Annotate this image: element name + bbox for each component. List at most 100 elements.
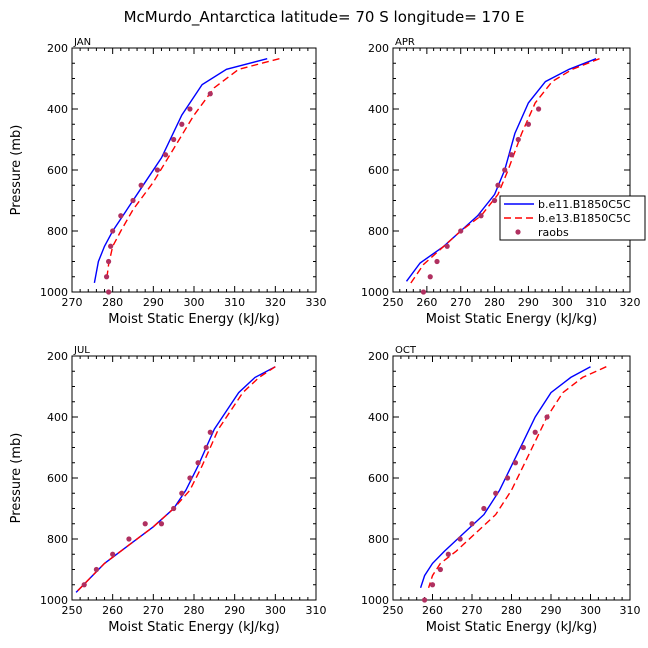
raobs-point <box>458 228 464 234</box>
y-tick-label: 600 <box>368 472 389 485</box>
x-tick-label: 300 <box>552 296 573 309</box>
raobs-point <box>427 274 433 280</box>
raobs-point <box>154 167 160 173</box>
y-tick-label: 1000 <box>40 594 68 607</box>
series-line <box>419 366 591 589</box>
x-tick-label: 270 <box>462 604 483 617</box>
raobs-point <box>478 213 484 219</box>
y-tick-label: 800 <box>47 533 68 546</box>
raobs-point <box>512 460 519 466</box>
y-tick-label: 200 <box>368 42 389 55</box>
raobs-point <box>535 106 542 112</box>
x-tick-label: 310 <box>586 296 607 309</box>
raobs-point <box>491 197 498 204</box>
raobs-point <box>207 429 213 435</box>
raobs-point <box>110 551 116 557</box>
raobs-point <box>520 444 526 451</box>
x-tick-label: 290 <box>143 296 164 309</box>
y-tick-label: 1000 <box>40 286 68 299</box>
x-tick-label: 330 <box>306 296 327 309</box>
y-tick-label: 200 <box>47 350 68 363</box>
raobs-point <box>187 475 193 481</box>
raobs-point <box>93 566 99 573</box>
legend-label: raobs <box>538 226 569 239</box>
raobs-point <box>142 521 148 527</box>
raobs-point <box>158 521 165 527</box>
panels: 270 280 290 300 310 320 330 200 400 600 800 1000 JAN… <box>9 37 641 635</box>
series-line <box>427 366 607 589</box>
series-line <box>93 58 268 284</box>
x-axis-label: Moist Static Energy (kJ/kg) <box>426 312 597 327</box>
x-tick-label: 270 <box>143 604 164 617</box>
plot-frame <box>71 47 317 293</box>
series-b-e13 <box>427 366 607 589</box>
x-tick-label: 290 <box>224 604 245 617</box>
y-tick-label: 400 <box>47 411 68 424</box>
x-tick-label: 320 <box>620 296 641 309</box>
series-line <box>105 58 280 280</box>
raobs-point <box>118 213 124 219</box>
x-axis-label: Moist Static Energy (kJ/kg) <box>426 620 597 635</box>
series-b-e11 <box>93 58 268 284</box>
series-line <box>75 366 276 593</box>
y-tick-label: 800 <box>368 533 389 546</box>
series-line <box>75 366 276 593</box>
series-b-e11 <box>75 366 276 593</box>
x-tick-label: 280 <box>501 604 522 617</box>
x-tick-label: 260 <box>416 296 437 309</box>
raobs-point <box>493 490 499 496</box>
x-tick-label: 300 <box>265 604 286 617</box>
raobs-point <box>444 243 450 249</box>
raobs-point <box>106 258 112 265</box>
raobs-point <box>130 197 136 204</box>
raobs-point <box>103 274 110 280</box>
plot-frame <box>392 355 631 601</box>
x-tick-label: 310 <box>224 296 245 309</box>
raobs-point <box>207 91 213 97</box>
y-tick-label: 400 <box>368 411 389 424</box>
panel-apr: 250 260 270 280 290 300 310 320 200 400 600 800 1000… <box>361 37 641 327</box>
raobs-point <box>138 182 144 188</box>
x-tick-label: 250 <box>62 604 83 617</box>
plot-frame <box>71 355 317 601</box>
x-tick-label: 290 <box>541 604 562 617</box>
x-tick-label: 310 <box>306 604 327 617</box>
x-axis-label: Moist Static Energy (kJ/kg) <box>108 620 279 635</box>
y-tick-label: 600 <box>368 164 389 177</box>
raobs-point <box>429 582 436 588</box>
series-b-e13 <box>75 366 276 593</box>
y-tick-label: 600 <box>47 164 68 177</box>
y-tick-label: 200 <box>368 350 389 363</box>
panel-jan: 270 280 290 300 310 320 330 200 400 600 800 1000 JAN… <box>9 37 327 327</box>
raobs-point <box>171 505 177 512</box>
raobs-point <box>179 121 185 127</box>
month-label: JUL <box>73 345 90 356</box>
raobs-point <box>126 536 132 542</box>
x-tick-label: 280 <box>484 296 505 309</box>
series-b-e13 <box>409 58 600 285</box>
x-axis-label: Moist Static Energy (kJ/kg) <box>108 312 279 327</box>
legend-label: b.e13.B1850C5C <box>538 212 631 225</box>
raobs-point <box>179 490 185 496</box>
month-label: JAN <box>73 37 91 48</box>
raobs-point <box>420 289 427 295</box>
x-tick-label: 260 <box>422 604 443 617</box>
y-tick-label: 1000 <box>361 594 389 607</box>
panel-oct: 250 260 270 280 290 300 310 200 400 600 800 1000 OCT… <box>361 345 641 635</box>
legend-label: b.e11.B1850C5C <box>538 198 631 211</box>
raobs-point <box>469 521 475 527</box>
y-axis-label: Pressure (mb) <box>9 125 24 216</box>
raobs-point <box>108 243 114 249</box>
raobs-point <box>195 460 201 466</box>
x-tick-label: 280 <box>184 604 205 617</box>
raobs-point <box>502 167 508 173</box>
y-tick-label: 1000 <box>361 286 389 299</box>
series-b-e11 <box>405 58 597 282</box>
raobs-point <box>171 136 177 143</box>
x-tick-label: 290 <box>518 296 539 309</box>
raobs-point <box>106 289 112 295</box>
y-tick-label: 600 <box>47 472 68 485</box>
series-line <box>405 58 597 282</box>
raobs-point <box>203 444 209 451</box>
